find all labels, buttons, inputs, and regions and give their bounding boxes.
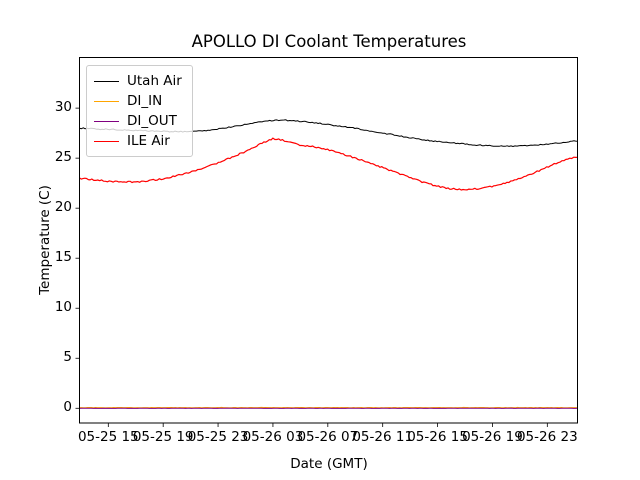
legend-label: ILE Air [127, 133, 170, 149]
x-tick-label: 05-26 15 [407, 429, 468, 445]
x-tick-label: 05-25 23 [187, 429, 249, 445]
y-tick-label: 0 [63, 399, 72, 416]
legend-line-sample [94, 80, 119, 82]
chart-title: APOLLO DI Coolant Temperatures [191, 32, 467, 51]
y-tick-label: 25 [54, 149, 72, 166]
legend-item-di-in: DI_IN [94, 91, 182, 111]
legend-line-sample [94, 140, 119, 142]
legend-label: DI_OUT [127, 113, 177, 129]
axes-spines [79, 57, 578, 424]
x-tick-label: 05-25 19 [132, 429, 194, 445]
y-tick-label: 15 [54, 249, 72, 266]
y-tick-label: 10 [54, 299, 72, 316]
legend-label: DI_IN [127, 93, 163, 109]
y-tick-label: 30 [54, 99, 72, 116]
y-tick-label: 5 [63, 349, 72, 366]
x-tick-label: 05-25 15 [77, 429, 139, 445]
x-tick-label: 05-26 19 [462, 429, 523, 445]
legend: Utah Air DI_IN DI_OUT ILE Air [86, 65, 193, 157]
legend-item-di-out: DI_OUT [94, 111, 182, 131]
legend-line-sample [94, 100, 119, 102]
x-tick-label: 05-26 23 [516, 429, 578, 445]
x-tick-label: 05-26 03 [242, 429, 304, 445]
x-tick-label: 05-26 11 [352, 429, 414, 445]
x-axis-label: Date (GMT) [290, 456, 368, 472]
series-line-ile-air [79, 137, 578, 191]
y-tick-label: 20 [54, 199, 72, 216]
legend-label: Utah Air [127, 73, 182, 89]
x-tick-label: 05-26 07 [297, 429, 359, 445]
legend-line-sample [94, 120, 119, 122]
legend-item-utah-air: Utah Air [94, 71, 182, 91]
legend-item-ile-air: ILE Air [94, 131, 182, 151]
